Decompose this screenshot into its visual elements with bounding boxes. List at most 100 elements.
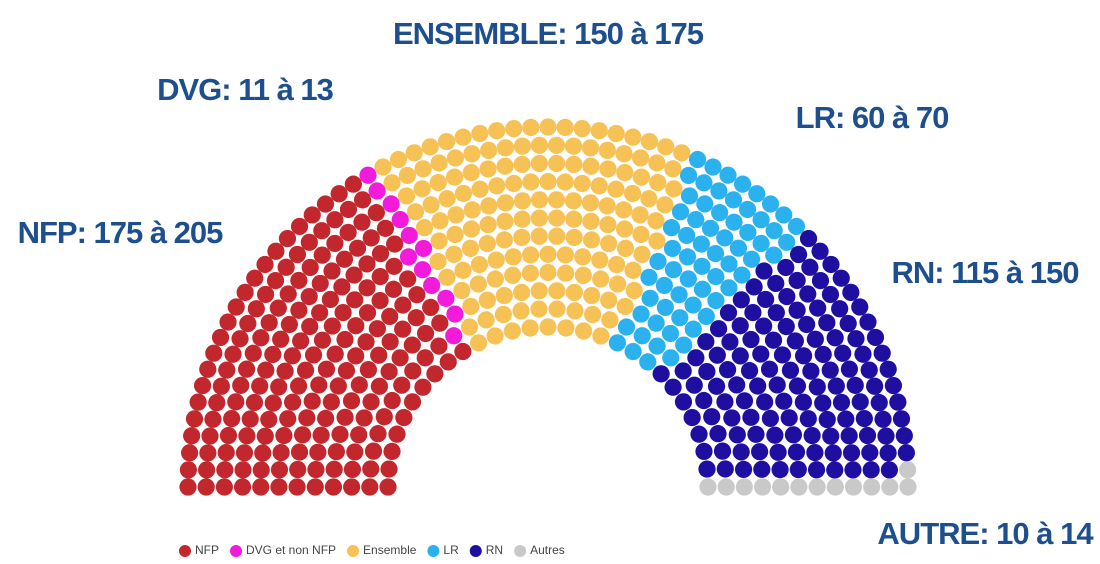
legend-marker xyxy=(347,545,360,557)
seat xyxy=(547,191,566,209)
seat xyxy=(564,192,583,210)
seat xyxy=(284,393,302,411)
seat xyxy=(394,320,412,338)
seat xyxy=(617,318,636,336)
seat xyxy=(616,297,634,316)
seat xyxy=(189,393,207,411)
seat xyxy=(423,276,441,295)
seat xyxy=(742,330,760,349)
seat xyxy=(811,272,830,290)
seat xyxy=(881,478,899,496)
seat xyxy=(408,286,426,304)
seat xyxy=(199,360,217,378)
seat xyxy=(631,206,649,224)
seat xyxy=(257,361,275,379)
seat xyxy=(788,377,807,395)
seat xyxy=(325,460,343,478)
seat xyxy=(454,261,472,279)
seat xyxy=(336,330,354,349)
seat xyxy=(471,124,489,143)
seat xyxy=(847,330,865,348)
seat xyxy=(227,393,245,411)
seat xyxy=(266,272,285,290)
seat xyxy=(698,362,716,381)
seat xyxy=(557,264,575,282)
seat xyxy=(798,315,816,334)
seat xyxy=(445,245,463,263)
seat xyxy=(446,149,465,167)
seat xyxy=(806,443,824,462)
seat xyxy=(657,138,675,156)
seat xyxy=(574,248,592,266)
seat xyxy=(234,461,252,479)
seat xyxy=(414,378,432,396)
seat xyxy=(877,427,895,445)
seat xyxy=(201,427,219,445)
seat xyxy=(521,264,539,282)
seat xyxy=(329,377,347,395)
seat xyxy=(256,427,274,445)
seat xyxy=(713,442,732,460)
seat xyxy=(695,442,713,460)
seat xyxy=(837,410,855,428)
seat xyxy=(704,158,722,176)
seat xyxy=(698,460,716,478)
seat xyxy=(729,239,748,257)
seat xyxy=(359,361,377,379)
seat xyxy=(426,365,444,383)
seat xyxy=(252,329,270,347)
seat xyxy=(269,299,287,317)
seat xyxy=(565,283,583,302)
seat xyxy=(701,219,720,237)
seat xyxy=(530,227,548,245)
seat xyxy=(851,298,869,316)
seat xyxy=(471,180,489,198)
seat xyxy=(788,271,806,290)
seat xyxy=(244,344,262,362)
seat xyxy=(179,461,198,479)
seat xyxy=(855,409,873,428)
seat xyxy=(641,289,659,307)
seat xyxy=(384,280,403,298)
seat xyxy=(445,327,463,345)
seat xyxy=(719,304,738,322)
seat xyxy=(751,443,769,461)
seat xyxy=(818,410,836,429)
seat xyxy=(496,139,515,157)
seat xyxy=(488,177,506,195)
seat xyxy=(892,410,911,428)
seat xyxy=(826,461,844,479)
seat xyxy=(512,302,530,320)
seat xyxy=(539,118,557,136)
seat xyxy=(513,283,531,302)
seat xyxy=(447,206,465,224)
seat xyxy=(615,220,634,238)
seat xyxy=(359,166,377,184)
seat xyxy=(330,185,348,203)
seat xyxy=(275,426,293,445)
seat xyxy=(429,252,447,271)
seat xyxy=(808,378,826,396)
seat xyxy=(494,305,512,324)
seat xyxy=(769,443,787,461)
seat xyxy=(842,444,861,462)
seat xyxy=(337,362,356,380)
seat xyxy=(521,319,539,337)
seat xyxy=(326,345,344,363)
seat xyxy=(312,426,330,444)
seat xyxy=(632,168,651,186)
seat xyxy=(752,234,770,253)
seat xyxy=(684,296,702,314)
seat xyxy=(339,223,357,242)
seat xyxy=(556,173,574,191)
seat xyxy=(548,227,566,245)
seat xyxy=(695,391,713,410)
seat xyxy=(655,276,673,295)
seat xyxy=(685,376,703,394)
seat xyxy=(347,347,365,365)
seat xyxy=(699,478,717,496)
seat xyxy=(205,344,223,362)
seat xyxy=(368,182,386,200)
seat xyxy=(665,180,683,198)
seat xyxy=(364,442,383,460)
